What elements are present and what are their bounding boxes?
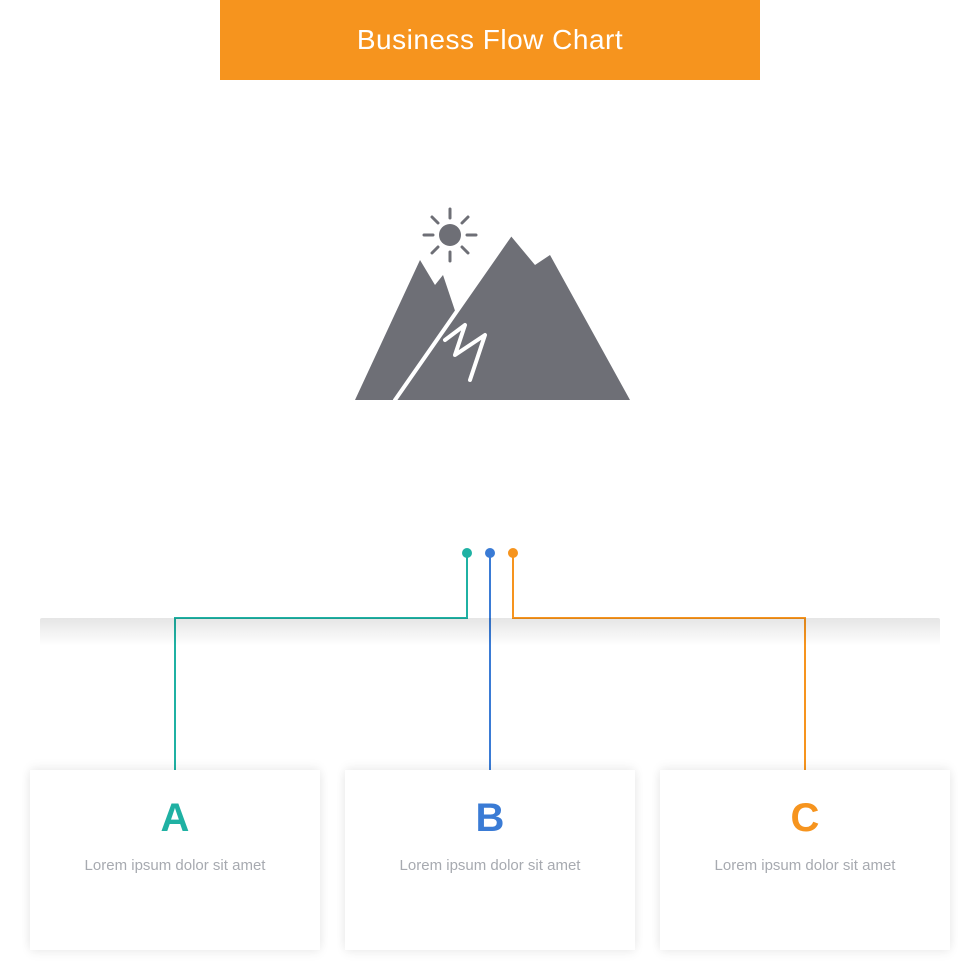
- connector-dot: [485, 548, 495, 558]
- connector-dot: [462, 548, 472, 558]
- card-b: B Lorem ipsum dolor sit amet: [345, 770, 635, 950]
- card-a: A Lorem ipsum dolor sit amet: [30, 770, 320, 950]
- card-desc: Lorem ipsum dolor sit amet: [50, 855, 300, 877]
- card-desc: Lorem ipsum dolor sit amet: [680, 855, 930, 877]
- card-desc: Lorem ipsum dolor sit amet: [365, 855, 615, 877]
- title-bar: Business Flow Chart: [220, 0, 760, 80]
- card-c: C Lorem ipsum dolor sit amet: [660, 770, 950, 950]
- card-letter: B: [365, 796, 615, 841]
- card-letter: C: [680, 796, 930, 841]
- cards-row: A Lorem ipsum dolor sit amet B Lorem ips…: [0, 770, 980, 950]
- ribbon-shadow: [40, 618, 940, 646]
- connector-dot: [508, 548, 518, 558]
- title-text: Business Flow Chart: [357, 24, 623, 56]
- mountain-sun-icon: [335, 205, 645, 405]
- card-letter: A: [50, 796, 300, 841]
